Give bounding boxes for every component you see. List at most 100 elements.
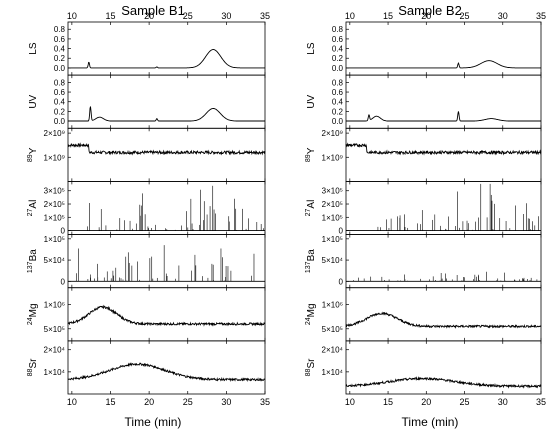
x-tick-label: 25 (460, 397, 470, 407)
series-line (68, 49, 265, 69)
panel-137ba: 0 5×10⁴ 1×10⁵ 137Ba (305, 234, 542, 289)
series-line (345, 142, 542, 156)
x-tick-label-top: 25 (183, 11, 193, 21)
x-tick-label: 30 (221, 397, 231, 407)
y-axis-label: 27Al (305, 200, 317, 217)
y-tick-label: 1×10⁵ (44, 235, 65, 244)
panel-frame (345, 21, 542, 76)
panel-27al: 0 1×10⁵ 2×10⁵ 3×10⁵ 27Al (305, 181, 542, 236)
panel-frame (345, 181, 542, 235)
y-tick-label: 0.2 (54, 54, 66, 63)
chart-2: 1010151520202525303035350.00.20.40.60.8L… (305, 11, 546, 407)
y-tick-label: 0.4 (332, 98, 344, 107)
y-tick-label: 0.2 (54, 107, 66, 116)
y-tick-label: 2×10⁴ (44, 346, 66, 355)
x-tick-label: 35 (536, 397, 546, 407)
chart-1: 1010151520202525303035350.00.20.40.60.8L… (27, 11, 270, 407)
y-axis-label: LS (306, 42, 317, 55)
x-tick-label-top: 25 (460, 11, 470, 21)
y-tick-label: 1×10⁵ (322, 213, 343, 222)
y-axis-label: UV (28, 94, 39, 108)
y-axis-label: 27Al (27, 200, 39, 217)
series-line (345, 311, 542, 329)
y-tick-label: 1×10⁴ (322, 368, 344, 377)
y-tick-label: 0 (61, 227, 66, 236)
x-tick-label: 20 (421, 397, 431, 407)
x-tick-label-top: 30 (221, 11, 231, 21)
panel-uv: 0.00.20.40.60.8 UV (306, 74, 542, 129)
x-tick-label: 35 (260, 397, 270, 407)
y-tick-label: 0.8 (54, 78, 66, 87)
y-axis-label: 89Y (305, 147, 317, 162)
y-tick-label: 0.6 (332, 88, 344, 97)
panel-frame (67, 287, 266, 342)
panel-24mg: 5×10⁵ 1×10⁶ 24Mg (27, 287, 266, 342)
y-tick-label: 3×10⁵ (44, 187, 65, 196)
y-tick-label: 0.8 (332, 25, 344, 34)
series-line (67, 142, 266, 156)
x-tick-label-top: 15 (105, 11, 115, 21)
x-tick-label: 25 (183, 397, 193, 407)
y-tick-label: 5×10⁴ (322, 256, 344, 265)
panel-89y: 1×10⁹ 2×10⁹ 89Y (305, 127, 542, 182)
x-tick-label-top: 30 (498, 11, 508, 21)
x-tick-label-top: 20 (144, 11, 154, 21)
x-tick-label: 20 (144, 397, 154, 407)
y-tick-label: 0.0 (54, 64, 66, 73)
y-tick-label: 1×10⁵ (322, 235, 343, 244)
panel-ls: 0.00.20.40.60.8 LS (306, 21, 542, 76)
panel-27al: 0 1×10⁵ 2×10⁵ 3×10⁵ 27Al (27, 181, 266, 236)
series-line (67, 362, 266, 382)
y-axis-label: 88Sr (305, 358, 317, 376)
y-tick-label: 0 (339, 277, 344, 286)
y-tick-label: 0.2 (332, 54, 344, 63)
y-axis-label: 137Ba (305, 249, 317, 273)
y-tick-label: 1×10⁶ (44, 301, 65, 310)
y-tick-label: 0.8 (332, 78, 344, 87)
y-tick-label: 2×10⁵ (322, 200, 343, 209)
x-tick-label-top: 35 (260, 11, 270, 21)
y-tick-label: 5×10⁴ (44, 256, 66, 265)
panel-frame (67, 127, 266, 182)
x-tick-label: 15 (105, 397, 115, 407)
y-tick-label: 3×10⁵ (322, 187, 343, 196)
y-axis-label: 88Sr (27, 358, 39, 376)
y-tick-label: 0 (61, 277, 66, 286)
series-line (67, 304, 266, 327)
panel-88sr: 1×10⁴ 2×10⁴ 88Sr (27, 340, 266, 395)
y-tick-label: 1×10⁹ (322, 153, 343, 162)
x-tick-label-top: 35 (536, 11, 546, 21)
y-tick-label: 0.4 (54, 98, 66, 107)
chart-title-b2: Sample B2 (398, 3, 462, 18)
y-tick-label: 2×10⁵ (44, 200, 65, 209)
panel-frame (67, 74, 266, 129)
panel-ls: 0.00.20.40.60.8 LS (28, 21, 266, 76)
y-tick-label: 0.6 (54, 88, 66, 97)
series-line (346, 60, 541, 69)
x-tick-label: 15 (383, 397, 393, 407)
y-axis-label: 89Y (27, 147, 39, 162)
x-axis-label-b2: Time (min) (402, 415, 459, 429)
y-tick-label: 5×10⁵ (322, 325, 343, 334)
x-axis-label-b1: Time (min) (125, 415, 182, 429)
series-line (68, 106, 265, 122)
panel-frame (345, 74, 542, 129)
y-tick-label: 1×10⁹ (44, 153, 65, 162)
x-tick-label-top: 10 (345, 11, 355, 21)
series-line (345, 376, 542, 389)
y-axis-label: 24Mg (305, 303, 317, 325)
y-axis-label: LS (28, 42, 39, 55)
panel-89y: 1×10⁹ 2×10⁹ 89Y (27, 127, 266, 182)
panel-uv: 0.00.20.40.60.8 UV (28, 74, 266, 129)
y-tick-label: 0.0 (332, 64, 344, 73)
y-tick-label: 0.0 (332, 117, 344, 126)
panel-frame (345, 234, 542, 289)
panel-88sr: 1×10⁴ 2×10⁴ 88Sr (305, 340, 542, 395)
y-tick-label: 1×10⁴ (44, 368, 66, 377)
y-tick-label: 2×10⁹ (322, 129, 343, 138)
y-tick-label: 0.4 (332, 45, 344, 54)
y-axis-label: 24Mg (27, 303, 39, 325)
x-tick-label: 10 (345, 397, 355, 407)
charts-layer: 1010151520202525303035350.00.20.40.60.8L… (27, 11, 546, 407)
panel-137ba: 0 5×10⁴ 1×10⁵ 137Ba (27, 234, 266, 289)
